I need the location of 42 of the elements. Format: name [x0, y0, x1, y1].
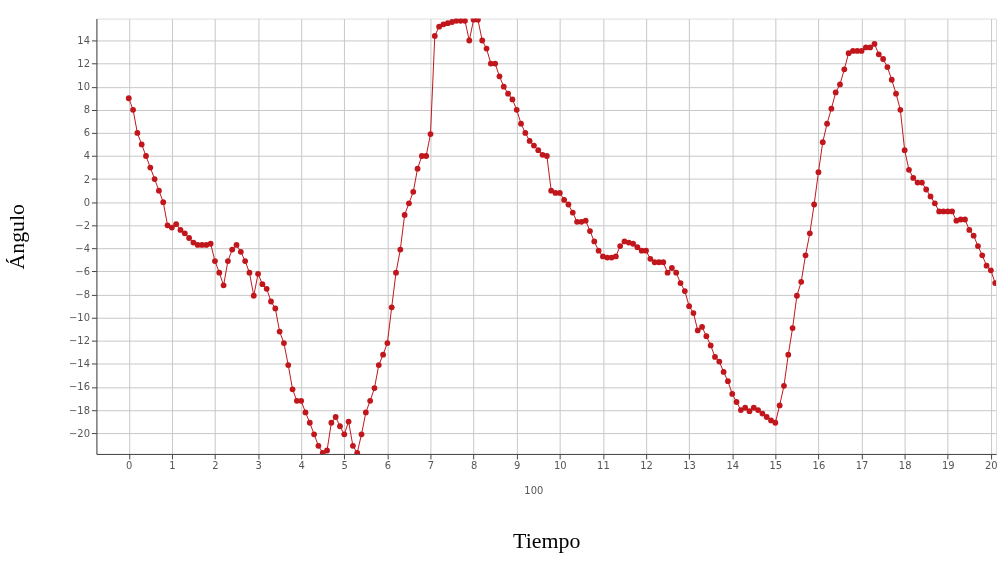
y-tick-label: −14 — [68, 358, 90, 370]
y-tick-label: −20 — [68, 427, 90, 439]
y-tick-label: −10 — [68, 312, 90, 324]
x-tick-label: 3 — [255, 460, 262, 472]
x-tick-label: 10 — [553, 460, 567, 472]
y-tick-label: −8 — [75, 289, 90, 301]
x-tick-label: 19 — [941, 460, 955, 472]
x-tick-label: 14 — [726, 460, 740, 472]
x-tick-label: 18 — [898, 460, 912, 472]
x-tick-label: 13 — [683, 460, 696, 472]
x-tick-label: 20 — [985, 460, 998, 472]
y-tick-label: −18 — [68, 404, 90, 416]
y-tick-label: −6 — [75, 265, 90, 277]
text: 100 — [524, 484, 544, 496]
x-tick-label: 1 — [169, 460, 176, 472]
y-tick-label: 14 — [77, 34, 90, 46]
x-tick-label: 15 — [769, 460, 783, 472]
y-tick-label: −16 — [68, 381, 90, 393]
y-tick-label: −4 — [75, 242, 90, 254]
y-tick-label: 12 — [77, 58, 90, 70]
y-tick-label: −12 — [68, 335, 90, 347]
x-tick-label: 12 — [640, 460, 653, 472]
x-tick-label: 11 — [597, 460, 610, 472]
y-tick-label: 8 — [83, 104, 90, 116]
x-tick-label: 16 — [812, 460, 826, 472]
x-tick-label: 4 — [298, 460, 305, 472]
x-tick-label: 9 — [514, 460, 521, 472]
y-tick-label: 2 — [83, 173, 90, 185]
x-tick-label: 2 — [212, 460, 219, 472]
x-tick-label: 0 — [126, 460, 133, 472]
y-tick-label: 6 — [83, 127, 90, 139]
x-tick-label: 5 — [341, 460, 348, 472]
y-tick-label: 4 — [83, 150, 90, 162]
x-tick-label: 6 — [384, 460, 392, 472]
y-axis-title: Ángulo — [5, 203, 30, 270]
y-tick-label: 10 — [77, 81, 90, 93]
x-tick-label: 8 — [470, 460, 478, 472]
x-tick-label: 17 — [855, 460, 869, 472]
x-tick-label: 7 — [427, 460, 435, 472]
y-tick-label: 0 — [83, 196, 90, 208]
y-tick-label: −2 — [75, 219, 90, 231]
x-axis-title: Tiempo — [513, 528, 581, 553]
